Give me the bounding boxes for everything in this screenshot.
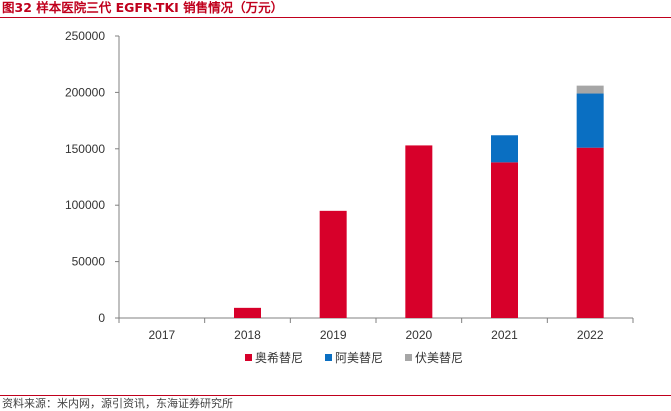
legend-label: 阿美替尼 <box>335 351 383 365</box>
chart-legend: 奥希替尼 阿美替尼 伏美替尼 <box>245 350 463 365</box>
bar-segment <box>576 85 604 94</box>
x-tick-label: 2019 <box>320 328 347 342</box>
y-tick-label: 250000 <box>65 29 105 43</box>
chart-bars <box>234 85 604 318</box>
y-tick-label: 0 <box>98 311 105 325</box>
y-tick-label: 100000 <box>65 198 105 212</box>
bar-segment <box>491 135 518 163</box>
y-tick-label: 150000 <box>65 142 105 156</box>
x-tick-label: 2022 <box>577 328 604 342</box>
bar-segment <box>491 162 518 318</box>
source-note: 资料来源：米内网，源引资讯，东海证券研究所 <box>2 397 233 410</box>
legend-label: 伏美替尼 <box>415 351 463 365</box>
x-tick-label: 2018 <box>234 328 261 342</box>
bar-segment <box>405 145 433 318</box>
legend-swatch <box>405 354 412 361</box>
y-tick-label: 200000 <box>65 85 105 99</box>
footer-rule <box>0 395 671 396</box>
x-tick-label: 2020 <box>405 328 432 342</box>
stacked-bar-chart: 0 50000 100000 150000 200000 250000 2017 2018 20… <box>65 29 634 365</box>
bar-segment <box>576 147 604 318</box>
legend-label: 奥希替尼 <box>255 350 303 365</box>
x-tick-label: 2017 <box>148 328 175 342</box>
title-rule <box>0 17 671 18</box>
bar-segment <box>576 93 604 148</box>
legend-swatch <box>325 354 332 361</box>
figure-title: 图32 样本医院三代 EGFR-TKI 销售情况（万元） <box>2 0 284 15</box>
bar-segment <box>319 210 347 318</box>
x-tick-label: 2021 <box>491 328 518 342</box>
bar-segment <box>234 307 261 318</box>
chart-axes: 0 50000 100000 150000 200000 250000 2017 2018 20… <box>65 29 634 342</box>
y-tick-label: 50000 <box>72 255 106 269</box>
legend-swatch <box>245 354 252 361</box>
